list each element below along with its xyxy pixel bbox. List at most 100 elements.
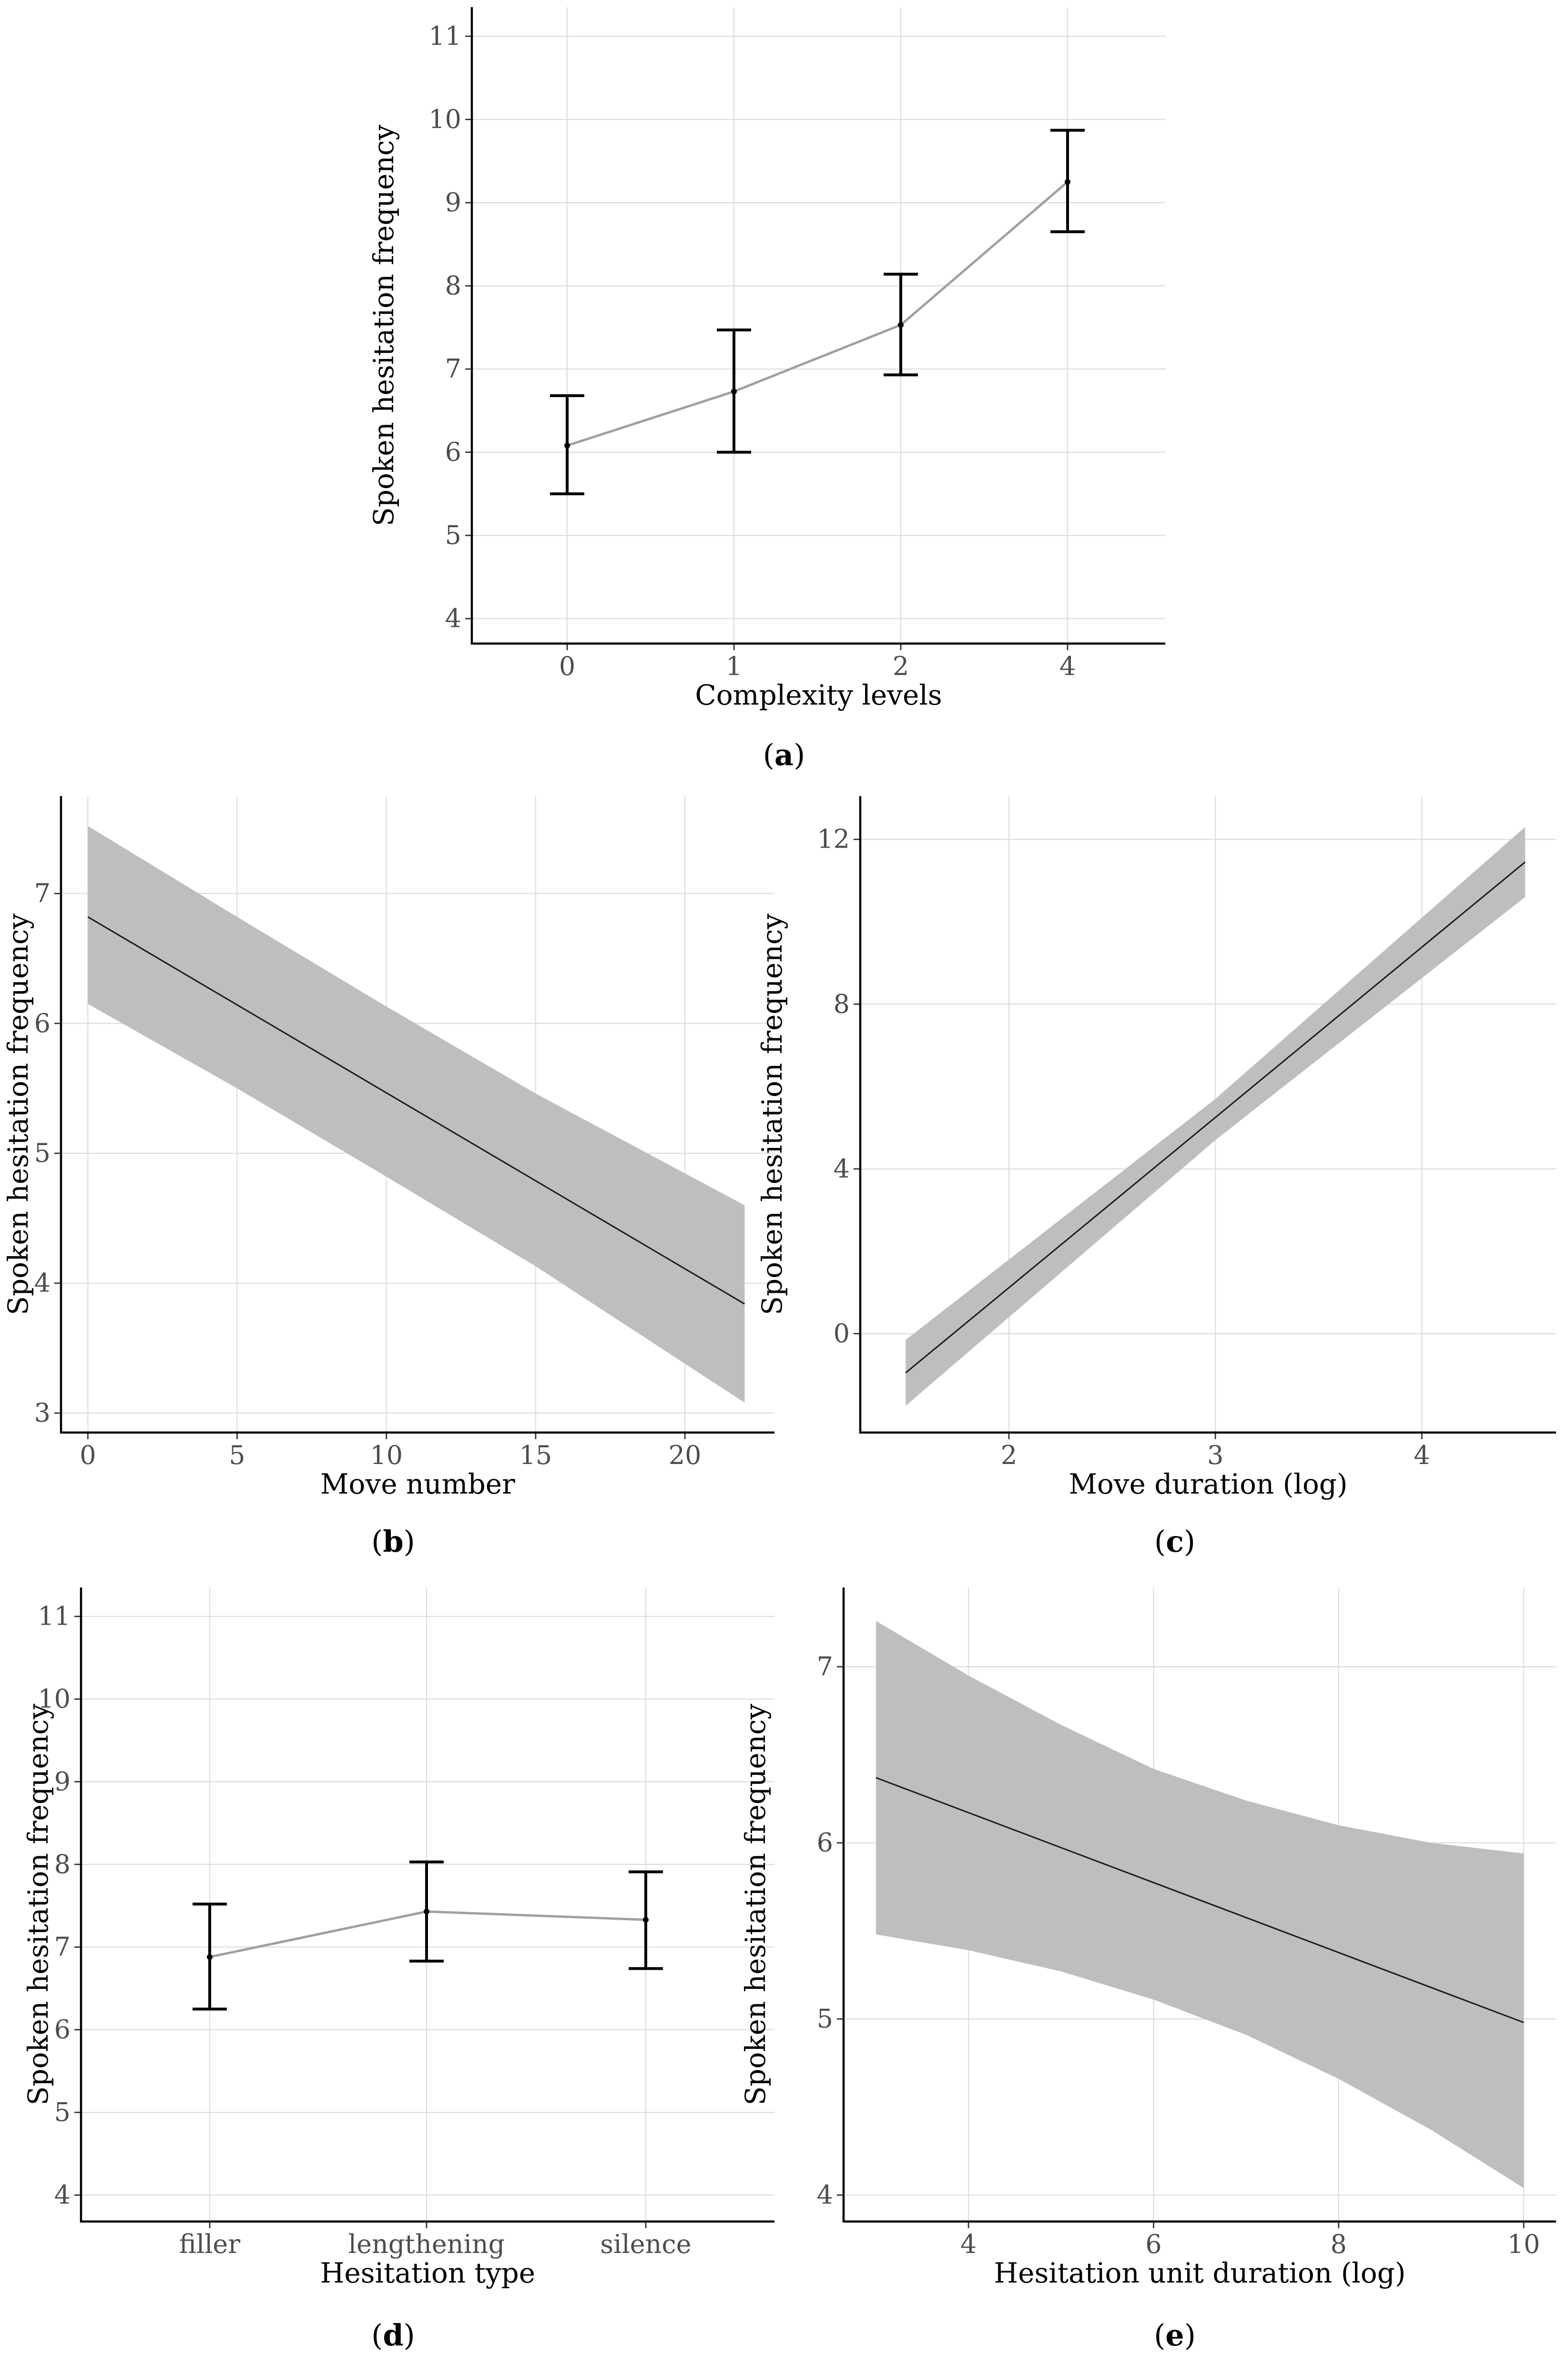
y-tick-label: 3: [34, 1398, 51, 1428]
caption-letter: d: [383, 2318, 403, 2353]
caption-letter: b: [383, 1524, 403, 1559]
caption-open-paren: (: [371, 2318, 383, 2353]
y-axis-title: Spoken hesitation frequency: [756, 913, 788, 1315]
caption-close-paren: ): [404, 1524, 415, 1559]
y-tick-label: 10: [38, 1684, 71, 1714]
data-point: [643, 1917, 649, 1923]
x-tick-label: 8: [1331, 2229, 1347, 2259]
y-tick-label: 6: [54, 2015, 71, 2045]
x-tick-label: 4: [1059, 651, 1076, 681]
caption-close-paren: ): [404, 2318, 415, 2353]
y-tick-label: 6: [34, 1008, 51, 1038]
confidence-band: [906, 827, 1526, 1406]
x-axis-title: Move number: [320, 1468, 515, 1500]
y-tick-label: 7: [445, 354, 461, 384]
fit-line: [876, 1777, 1524, 2023]
y-tick-label: 4: [817, 2180, 833, 2210]
y-tick-label: 11: [428, 21, 461, 51]
axes-frame: [470, 7, 1165, 645]
caption-letter: e: [1165, 2318, 1184, 2353]
confidence-band: [88, 826, 745, 1403]
x-tick-label: lengthening: [348, 2229, 505, 2259]
x-tick-label: 0: [559, 651, 575, 681]
axes-frame: [859, 796, 1556, 1434]
caption-open-paren: (: [1154, 1524, 1166, 1559]
x-tick-label: 2: [1001, 1440, 1017, 1470]
y-tick-label: 9: [445, 187, 461, 217]
x-tick-label: 2: [893, 651, 909, 681]
y-tick-label: 8: [445, 271, 461, 301]
panel-d: 4 5 6 7 8 9 10 11 filler lengthening silence Hesita…: [22, 1587, 774, 2353]
x-tick-label: filler: [179, 2229, 241, 2259]
panel-caption: (e): [1154, 2318, 1196, 2353]
caption-close-paren: ): [794, 737, 805, 772]
caption-close-paren: ): [1184, 1524, 1195, 1559]
x-tick-label: 4: [960, 2229, 977, 2259]
y-tick-label: 4: [34, 1268, 51, 1298]
caption-letter: a: [774, 737, 794, 772]
data-point: [1065, 179, 1070, 185]
y-tick-label: 11: [38, 1601, 71, 1631]
y-tick-label: 5: [54, 2097, 71, 2127]
y-axis-title: Spoken hesitation frequency: [367, 124, 400, 526]
caption-open-paren: (: [1154, 2318, 1165, 2353]
y-tick-label: 4: [834, 1154, 850, 1184]
axes-frame: [80, 1587, 774, 2223]
panel-caption: (c): [1154, 1524, 1195, 1559]
confidence-band: [876, 1621, 1524, 2188]
y-tick-label: 5: [817, 2004, 833, 2034]
y-tick-label: 5: [445, 520, 461, 550]
caption-close-paren: ): [1184, 2318, 1196, 2353]
y-tick-label: 7: [54, 1932, 71, 1962]
data-point: [564, 442, 570, 449]
panel-a: 4 5 6 7 8 9 10 11 0 1 2 4 Complexity levels Spoken he…: [367, 7, 1165, 772]
y-tick-label: 6: [817, 1828, 833, 1858]
x-tick-label: 5: [229, 1440, 245, 1470]
x-tick-label: 4: [1414, 1440, 1430, 1470]
panel-c: 0 4 8 12 2 3 4 Move duration (log) Spoken hesita…: [756, 796, 1556, 1559]
data-point: [898, 322, 904, 328]
y-tick-label: 7: [34, 878, 51, 908]
y-tick-label: 9: [54, 1766, 71, 1796]
y-axis-title: Spoken hesitation frequency: [739, 1704, 772, 2106]
y-tick-label: 10: [428, 104, 461, 134]
x-tick-label: 6: [1145, 2229, 1161, 2259]
x-axis-title: Hesitation unit duration (log): [994, 2257, 1406, 2289]
y-tick-label: 8: [54, 1849, 71, 1879]
panel-caption: (b): [371, 1524, 415, 1559]
fit-line: [87, 916, 745, 1305]
x-tick-label: 20: [669, 1440, 702, 1470]
data-point: [207, 1954, 213, 1960]
x-tick-label: 15: [519, 1440, 552, 1470]
y-axis-title: Spoken hesitation frequency: [2, 913, 34, 1315]
panel-b: 3 4 5 6 7 0 5 10 15 20 Move number Spoken hesitatio…: [2, 796, 774, 1559]
data-point: [424, 1908, 429, 1915]
y-tick-label: 4: [445, 604, 461, 634]
panel-e: 4 5 6 7 4 6 8 10 Hesitation unit duration (log) S…: [739, 1587, 1556, 2353]
caption-open-paren: (: [371, 1524, 383, 1559]
x-tick-label: 1: [726, 651, 742, 681]
series-line: [567, 181, 1069, 447]
x-axis-title: Hesitation type: [320, 2257, 535, 2289]
x-tick-label: silence: [600, 2229, 691, 2259]
caption-open-paren: (: [763, 737, 774, 772]
fit-line: [905, 861, 1526, 1373]
y-tick-label: 7: [817, 1651, 833, 1681]
data-point: [731, 389, 737, 395]
x-tick-label: 3: [1207, 1440, 1223, 1470]
y-tick-label: 0: [834, 1319, 850, 1349]
x-tick-label: 10: [370, 1440, 403, 1470]
y-tick-label: 5: [34, 1138, 51, 1168]
axes-frame: [842, 1587, 1556, 2223]
y-tick-label: 8: [834, 989, 850, 1019]
panel-caption: (a): [763, 737, 805, 772]
panel-caption: (d): [371, 2318, 415, 2353]
x-tick-label: 0: [80, 1440, 96, 1470]
x-axis-title: Complexity levels: [695, 679, 942, 711]
x-tick-label: 10: [1507, 2229, 1540, 2259]
y-tick-label: 6: [445, 437, 461, 467]
y-axis-title: Spoken hesitation frequency: [22, 1704, 54, 2106]
x-axis-title: Move duration (log): [1069, 1468, 1347, 1500]
y-tick-label: 4: [54, 2180, 71, 2210]
